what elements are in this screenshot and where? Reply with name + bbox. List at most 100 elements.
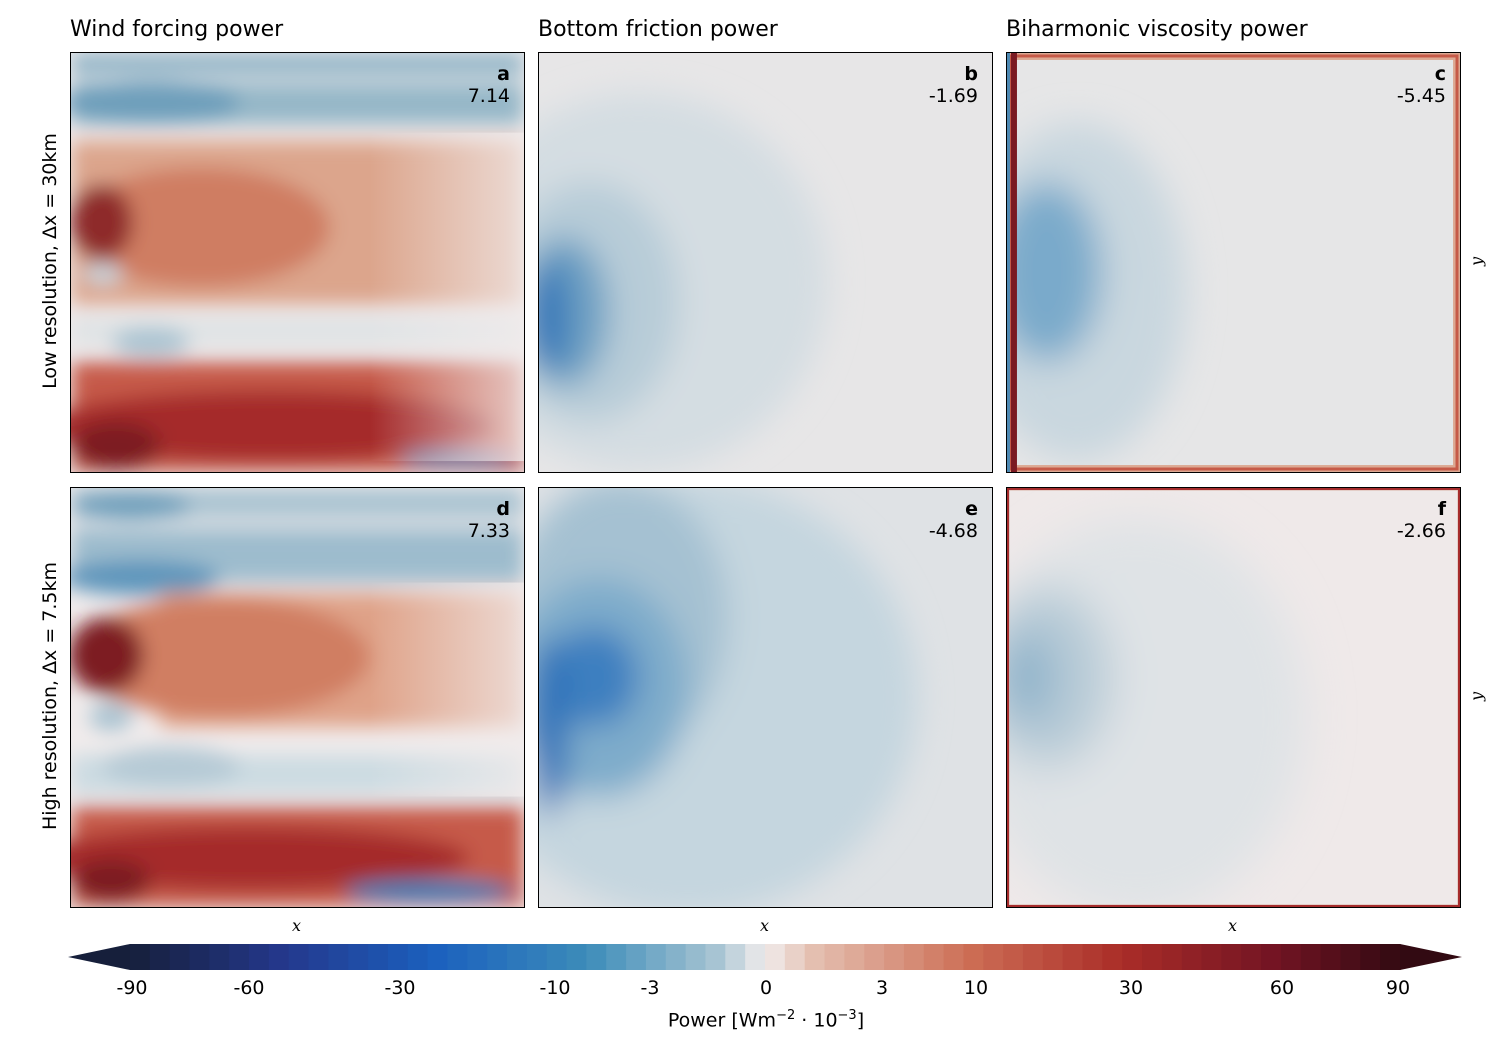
- colorbar-segment: [1102, 944, 1123, 970]
- colorbar-segment: [884, 944, 905, 970]
- colorbar-segment: [1201, 944, 1222, 970]
- column-title-viscosity: Biharmonic viscosity power: [1006, 17, 1308, 42]
- colorbar-segment: [348, 944, 369, 970]
- panel-value-b: -1.69: [928, 85, 978, 107]
- column-title-wind: Wind forcing power: [70, 17, 284, 42]
- colorbar-segment: [1062, 944, 1084, 970]
- x-axis-label-col2: x: [760, 916, 770, 935]
- panel-value-d: 7.33: [467, 520, 510, 542]
- colorbar-segment: [1181, 944, 1203, 970]
- heatmap-wind-low: [71, 53, 524, 472]
- colorbar-segment: [169, 944, 191, 970]
- colorbar-segment: [665, 944, 687, 970]
- panel-b: b -1.69: [538, 52, 993, 473]
- colorbar-segment: [1221, 944, 1242, 970]
- heatmap-viscosity-low: [1007, 53, 1460, 472]
- colorbar-segment: [427, 944, 449, 970]
- colorbar-tick: -90: [116, 977, 148, 999]
- colorbar-segment: [487, 944, 508, 970]
- panel-e-label: e -4.68: [929, 498, 978, 542]
- colorbar-segment: [1300, 944, 1322, 970]
- colorbar-segment: [804, 944, 826, 970]
- row-label-low-res: Low resolution, Δx = 30km: [39, 133, 61, 389]
- colorbar-segment: [268, 944, 290, 970]
- colorbar-segment: [249, 944, 270, 970]
- colorbar-label-end: ]: [856, 1009, 865, 1032]
- colorbar-segment: [1142, 944, 1163, 970]
- colorbar-label-mid: · 10: [795, 1009, 838, 1032]
- heatmap-friction-low: [539, 53, 992, 472]
- colorbar-segment: [566, 944, 587, 970]
- colorbar-label-text: Power [Wm: [667, 1009, 777, 1032]
- colorbar-segment: [1320, 944, 1342, 970]
- colorbar-segment: [765, 944, 786, 970]
- panel-e: e -4.68: [538, 487, 993, 908]
- colorbar-segment: [824, 944, 845, 970]
- panel-letter-d: d: [496, 498, 510, 520]
- panel-c-label: c -5.45: [1397, 63, 1446, 107]
- colorbar-segment: [903, 944, 925, 970]
- colorbar-segment: [1340, 944, 1361, 970]
- colorbar-segment: [308, 944, 330, 970]
- colorbar-segment: [1380, 944, 1401, 970]
- x-axis-label-col1: x: [292, 916, 302, 935]
- panel-value-f: -2.66: [1396, 520, 1446, 542]
- colorbar-segment: [963, 944, 984, 970]
- colorbar-segment: [507, 944, 528, 970]
- colorbar-tick: -10: [539, 977, 571, 999]
- colorbar-segment: [983, 944, 1004, 970]
- colorbar-label: Power [Wm−2 · 10−3]: [0, 1008, 1500, 1031]
- panel-letter-b: b: [964, 63, 978, 85]
- x-axis-label-col3: x: [1228, 916, 1238, 935]
- y-axis-label-row1: y: [1467, 256, 1487, 267]
- colorbar-segment: [526, 944, 548, 970]
- heatmap-friction-high: [539, 488, 992, 907]
- colorbar-segment: [864, 944, 885, 970]
- colorbar-segment: [943, 944, 965, 970]
- colorbar-segment: [1082, 944, 1103, 970]
- colorbar-segment: [1161, 944, 1183, 970]
- panel-letter-a: a: [497, 63, 510, 85]
- panel-letter-e: e: [965, 498, 978, 520]
- colorbar-segment: [288, 944, 310, 970]
- colorbar-segment: [209, 944, 230, 970]
- panel-f: f -2.66: [1006, 487, 1461, 908]
- heatmap-viscosity-high: [1007, 488, 1460, 907]
- colorbar-tick: 90: [1385, 977, 1411, 999]
- colorbar-segment: [923, 944, 945, 970]
- panel-value-c: -5.45: [1396, 85, 1446, 107]
- colorbar-tick: 30: [1118, 977, 1144, 999]
- colorbar-segment: [1261, 944, 1282, 970]
- colorbar-segment: [745, 944, 766, 970]
- panel-a: a 7.14: [70, 52, 525, 473]
- colorbar-segment: [546, 944, 568, 970]
- panel-value-e: -4.68: [928, 520, 978, 542]
- colorbar-segment: [626, 944, 647, 970]
- colorbar-segment: [387, 944, 409, 970]
- colorbar-segment: [705, 944, 726, 970]
- colorbar-segment: [467, 944, 488, 970]
- colorbar-segment: [586, 944, 607, 970]
- colorbar-tick: 3: [875, 977, 889, 999]
- colorbar-extend-low: [68, 944, 130, 970]
- panel-a-label: a 7.14: [468, 63, 510, 107]
- colorbar-segment: [1280, 944, 1302, 970]
- colorbar-segment: [844, 944, 865, 970]
- colorbar-segment: [1360, 944, 1381, 970]
- row-label-high-res: High resolution, Δx = 7.5km: [39, 561, 61, 831]
- colorbar-segment: [1003, 944, 1024, 970]
- heatmap-wind-high: [71, 488, 524, 907]
- panel-letter-c: c: [1434, 63, 1446, 85]
- colorbar-segment: [189, 944, 210, 970]
- colorbar-tick: 60: [1269, 977, 1295, 999]
- colorbar-label-exp1: −2: [776, 1008, 796, 1023]
- colorbar-segment: [685, 944, 707, 970]
- panel-d: d 7.33: [70, 487, 525, 908]
- colorbar-segment: [725, 944, 746, 970]
- colorbar-segment: [1022, 944, 1044, 970]
- colorbar: [68, 944, 1462, 970]
- colorbar-segment: [447, 944, 468, 970]
- colorbar-segment: [784, 944, 806, 970]
- panel-f-label: f -2.66: [1397, 498, 1446, 542]
- panel-value-a: 7.14: [467, 85, 510, 107]
